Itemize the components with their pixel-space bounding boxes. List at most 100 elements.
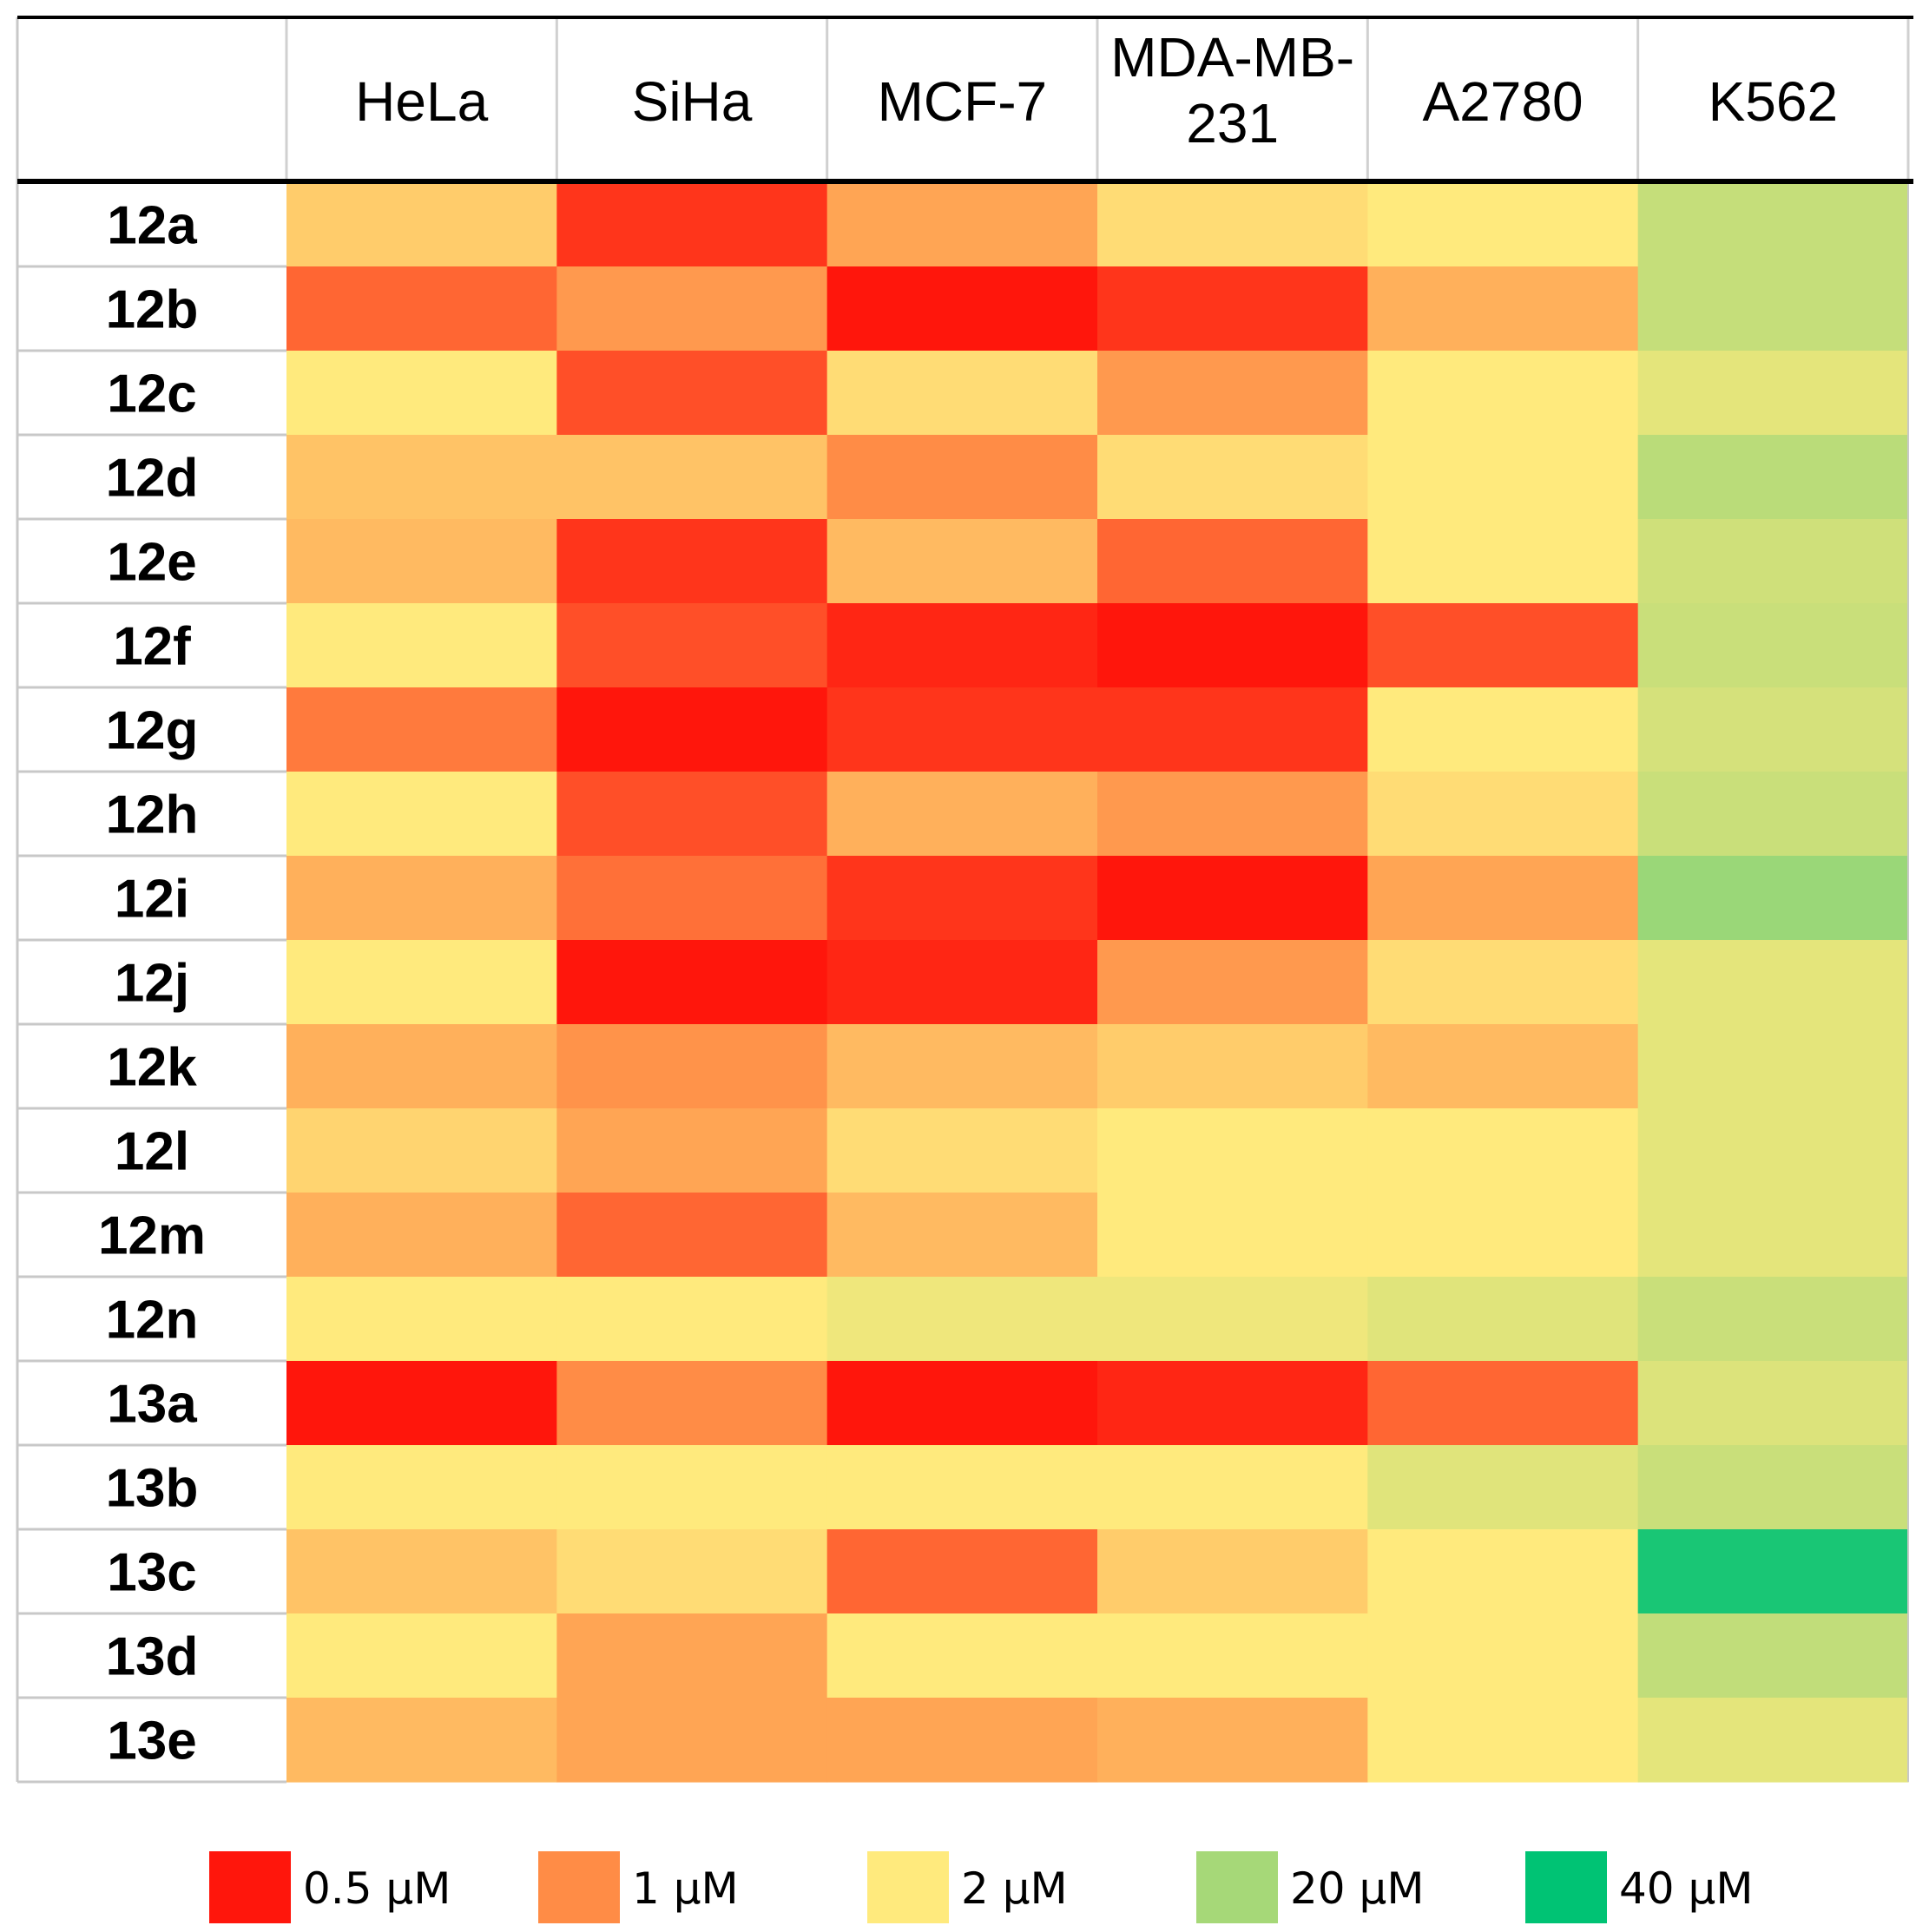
row-header: 12i <box>115 870 189 930</box>
heatmap-cell <box>286 772 557 857</box>
row-header: 12d <box>106 449 199 509</box>
heatmap-cell <box>1097 1193 1368 1278</box>
heatmap-cell <box>556 351 828 436</box>
heatmap-cell <box>1097 435 1368 520</box>
heatmap-cell <box>286 351 557 436</box>
heatmap-cell <box>1637 519 1909 604</box>
heatmap-cell <box>1637 1193 1909 1278</box>
heatmap-cell <box>556 772 828 857</box>
heatmap-cell <box>286 266 557 352</box>
heatmap-cell <box>1637 1108 1909 1193</box>
heatmap-cell <box>1097 687 1368 772</box>
heatmap-cell <box>1097 1529 1368 1614</box>
heatmap-cell <box>1367 1529 1639 1614</box>
heatmap-cell <box>556 1361 828 1446</box>
heatmap-cell <box>556 435 828 520</box>
heatmap-cell <box>826 1193 1098 1278</box>
row-header: 13e <box>107 1712 196 1771</box>
heatmap-cell <box>1637 1277 1909 1362</box>
row-header: 12n <box>106 1291 199 1350</box>
heatmap-cell <box>286 435 557 520</box>
heatmap-cell <box>286 1698 557 1783</box>
heatmap-cell <box>286 1361 557 1446</box>
heatmap-cell <box>1637 1529 1909 1614</box>
heatmap-cell <box>826 1698 1098 1783</box>
heatmap-cell <box>1097 266 1368 352</box>
column-header: SiHa <box>632 70 753 133</box>
heatmap-cell <box>556 519 828 604</box>
heatmap-cell <box>286 182 557 267</box>
heatmap-cell <box>1097 519 1368 604</box>
legend-label: 40 µM <box>1619 1863 1753 1914</box>
row-header: 13c <box>107 1543 196 1603</box>
legend-label: 2 µM <box>961 1863 1068 1914</box>
heatmap-cell <box>826 1024 1098 1109</box>
row-header: 12e <box>107 533 196 593</box>
heatmap-cell <box>826 351 1098 436</box>
column-header: K562 <box>1709 70 1838 133</box>
heatmap-cell <box>826 856 1098 941</box>
legend-swatch <box>1525 1851 1607 1923</box>
legend-label: 0.5 µM <box>303 1863 451 1914</box>
heatmap-cell <box>1367 266 1639 352</box>
heatmap-cell <box>1367 1698 1639 1783</box>
row-header: 12b <box>106 280 199 340</box>
heatmap-cell <box>1097 1698 1368 1783</box>
column-header: MCF-7 <box>878 70 1048 133</box>
row-header: 12c <box>107 365 196 424</box>
legend-swatch <box>1196 1851 1278 1923</box>
row-header: 12h <box>106 785 199 845</box>
heatmap-cell <box>1097 1361 1368 1446</box>
column-header: MDA-MB-231 <box>1110 26 1354 154</box>
legend-swatch <box>867 1851 949 1923</box>
heatmap-cell <box>286 687 557 772</box>
heatmap-cell <box>826 266 1098 352</box>
row-header: 12a <box>107 196 197 256</box>
heatmap-cell <box>1097 940 1368 1025</box>
heatmap-cell <box>556 1108 828 1193</box>
heatmap-cell <box>826 1613 1098 1699</box>
legend-swatch <box>538 1851 620 1923</box>
heatmap-cell <box>1367 856 1639 941</box>
heatmap-cell <box>286 1529 557 1614</box>
row-header: 12l <box>115 1122 189 1182</box>
heatmap-cell <box>556 603 828 688</box>
heatmap-cell <box>286 1277 557 1362</box>
heatmap-cell <box>1367 940 1639 1025</box>
legend-swatch <box>209 1851 291 1923</box>
heatmap-cell <box>1097 1613 1368 1699</box>
heatmap-cell <box>1637 1445 1909 1530</box>
heatmap-cell <box>1637 1024 1909 1109</box>
heatmap-cell <box>286 1193 557 1278</box>
heatmap-cell <box>1097 351 1368 436</box>
heatmap-cell <box>556 1698 828 1783</box>
heatmap-cell <box>286 519 557 604</box>
row-header: 12m <box>98 1206 206 1266</box>
heatmap-cell <box>826 1361 1098 1446</box>
heatmap-cell <box>556 182 828 267</box>
heatmap-cell <box>1367 603 1639 688</box>
heatmap-cell <box>286 1445 557 1530</box>
heatmap-cell <box>556 687 828 772</box>
heatmap-cell <box>826 772 1098 857</box>
heatmap-cell <box>1637 1361 1909 1446</box>
row-header: 13b <box>106 1459 199 1519</box>
heatmap-cell <box>1637 856 1909 941</box>
row-header: 13a <box>107 1375 197 1435</box>
heatmap-cell <box>1367 687 1639 772</box>
heatmap-cell <box>556 266 828 352</box>
heatmap-cell <box>1097 1108 1368 1193</box>
heatmap-cell <box>1097 1445 1368 1530</box>
heatmap-cell <box>1097 772 1368 857</box>
heatmap-cell <box>826 182 1098 267</box>
legend-label: 1 µM <box>632 1863 739 1914</box>
heatmap-cell <box>1367 435 1639 520</box>
heatmap-cell <box>1097 856 1368 941</box>
heatmap-cell <box>556 856 828 941</box>
heatmap-cell <box>826 1277 1098 1362</box>
heatmap-cell <box>1367 772 1639 857</box>
heatmap-cell <box>1367 182 1639 267</box>
heatmap-cell <box>286 1024 557 1109</box>
heatmap-cell <box>1097 1277 1368 1362</box>
